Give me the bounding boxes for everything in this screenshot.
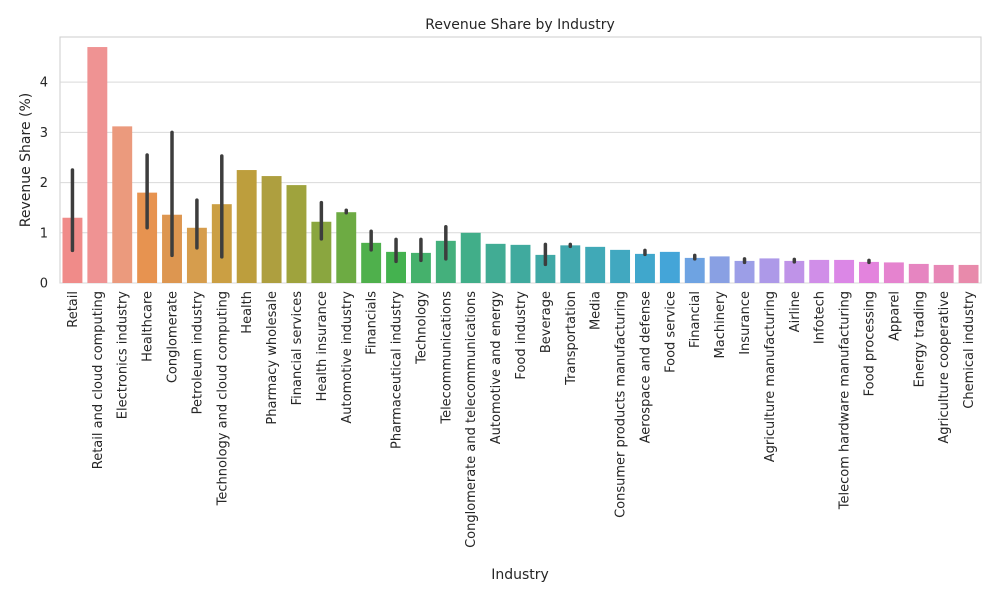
- bar: [410, 252, 431, 283]
- bar: [883, 262, 904, 283]
- x-tick-label: Pharmaceutical industry: [390, 291, 405, 449]
- x-tick-label: Pharmacy wholesale: [265, 291, 280, 425]
- bar: [958, 264, 979, 283]
- x-tick-label: Financial services: [290, 291, 305, 406]
- x-tick-label: Apparel: [887, 291, 902, 341]
- y-axis-ticks: 0 1 2 3 4: [40, 76, 48, 292]
- x-tick-label: Beverage: [539, 291, 554, 353]
- bar: [759, 258, 780, 283]
- x-tick-label: Retail: [66, 291, 81, 328]
- x-tick-label: Petroleum industry: [190, 291, 205, 415]
- bar: [585, 246, 606, 283]
- bar: [659, 251, 680, 283]
- x-axis-ticks: Retail Retail and cloud computing Electron…: [66, 291, 977, 548]
- x-tick-label: Health: [240, 291, 255, 334]
- bar: [709, 256, 730, 283]
- x-tick-label: Automotive industry: [340, 291, 355, 424]
- bars: [62, 47, 979, 283]
- bar: [186, 227, 207, 283]
- x-tick-label: Infotech: [813, 291, 828, 344]
- x-tick-label: Airline: [788, 291, 803, 332]
- bar: [610, 249, 631, 283]
- y-axis-title: Revenue Share (%): [18, 93, 34, 228]
- x-tick-label: Healthcare: [141, 291, 156, 362]
- bar: [336, 212, 357, 283]
- bar: [510, 244, 531, 283]
- error-bars: [70, 130, 871, 267]
- bar: [236, 170, 257, 283]
- y-tick-label: 0: [40, 277, 48, 292]
- x-tick-label: Transportation: [564, 291, 579, 386]
- bar: [311, 221, 332, 283]
- bar: [635, 253, 655, 283]
- x-tick-label: Food processing: [862, 291, 877, 396]
- chart-title: Revenue Share by Industry: [425, 17, 614, 33]
- x-tick-label: Media: [589, 291, 604, 330]
- x-tick-label: Conglomerate: [166, 291, 181, 383]
- x-tick-label: Financials: [365, 291, 380, 355]
- bar: [859, 261, 879, 283]
- x-tick-label: Conglomerate and telecommunications: [464, 291, 479, 548]
- bar: [485, 243, 506, 283]
- y-tick-label: 2: [40, 176, 48, 191]
- x-tick-label: Financial: [688, 291, 703, 348]
- x-tick-label: Chemical industry: [962, 291, 977, 409]
- x-tick-label: Consumer products manufacturing: [614, 291, 629, 518]
- bar: [137, 192, 158, 283]
- bar: [908, 263, 929, 283]
- x-tick-label: Food service: [663, 291, 678, 373]
- bar: [361, 242, 382, 283]
- bar: [734, 260, 755, 283]
- y-tick-label: 1: [40, 226, 48, 241]
- bar: [684, 257, 705, 283]
- x-tick-label: Machinery: [713, 291, 728, 359]
- bar: [809, 259, 830, 283]
- bar: [535, 254, 556, 283]
- x-axis-title: Industry: [491, 567, 549, 583]
- x-tick-label: Electronics industry: [116, 291, 131, 420]
- bar: [834, 259, 855, 283]
- x-tick-label: Health insurance: [315, 291, 330, 401]
- x-tick-label: Food industry: [514, 291, 529, 380]
- y-tick-label: 3: [40, 126, 48, 141]
- bar: [435, 240, 456, 283]
- bar: [87, 47, 108, 283]
- x-tick-label: Insurance: [738, 291, 753, 355]
- x-tick-label: Telecommunications: [439, 291, 454, 425]
- bar: [261, 176, 282, 283]
- x-tick-label: Energy trading: [912, 291, 927, 387]
- x-tick-label: Agriculture cooperative: [937, 291, 952, 444]
- bar: [460, 232, 481, 283]
- bar: [286, 185, 307, 283]
- x-tick-label: Automotive and energy: [489, 291, 504, 445]
- y-tick-label: 4: [40, 76, 48, 91]
- x-tick-label: Agriculture manufacturing: [763, 291, 778, 462]
- bar: [933, 264, 954, 283]
- bar: [784, 260, 805, 283]
- x-tick-label: Technology and cloud computing: [215, 291, 230, 506]
- x-tick-label: Technology: [414, 291, 429, 365]
- x-tick-label: Aerospace and defense: [638, 291, 653, 443]
- x-tick-label: Telecom hardware manufacturing: [838, 291, 853, 510]
- bar: [386, 251, 406, 283]
- bar: [560, 245, 581, 283]
- x-tick-label: Retail and cloud computing: [91, 291, 106, 469]
- bar: [112, 126, 133, 283]
